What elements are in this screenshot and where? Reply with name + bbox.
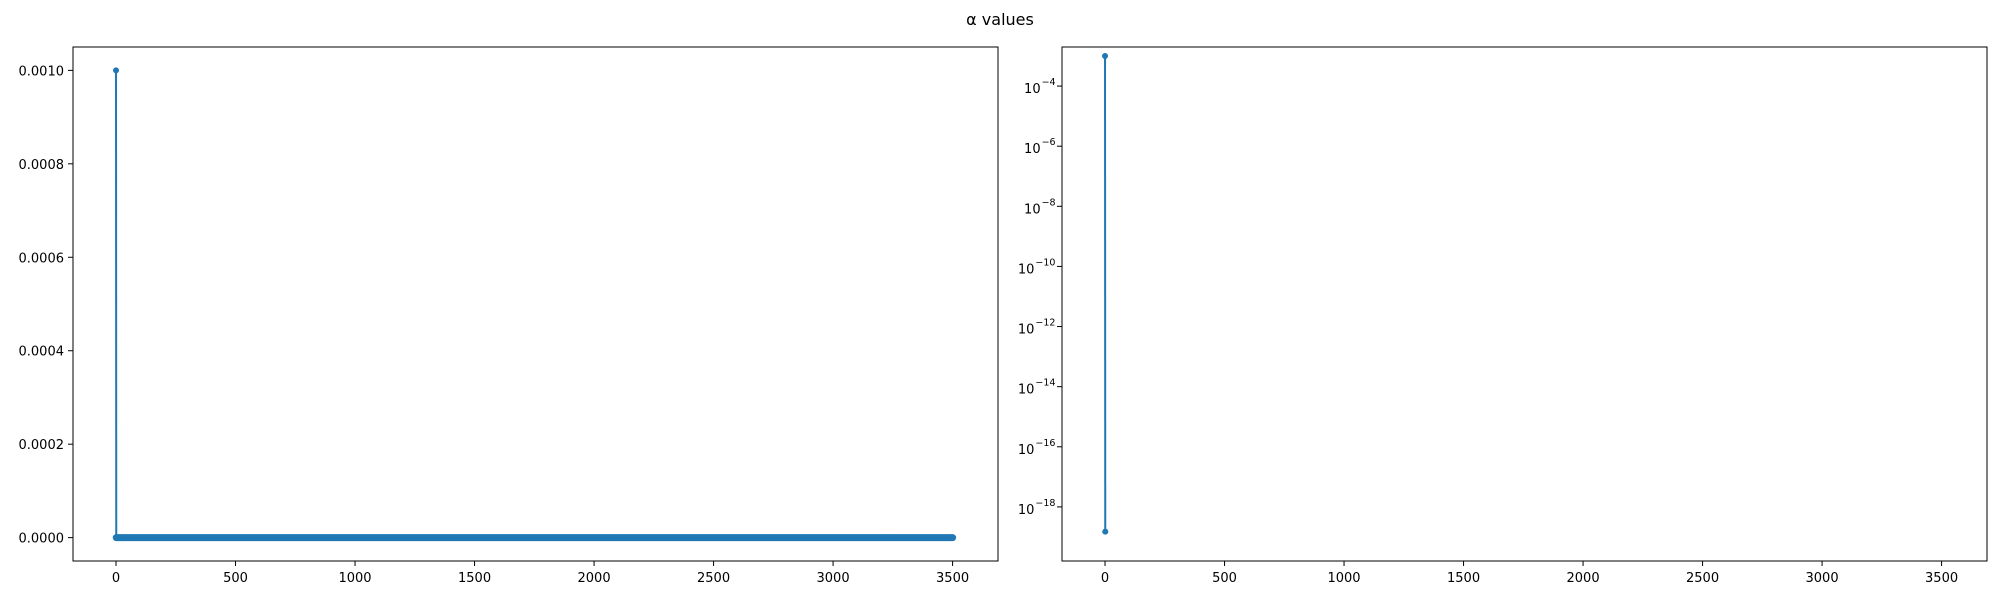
- y-tick-label: 10: [1018, 383, 1035, 398]
- axes-frame: [72, 46, 999, 562]
- figure-title: α values: [966, 10, 1034, 29]
- x-tick-label: 2500: [1686, 571, 1719, 586]
- x-tick-label: 2500: [697, 571, 730, 586]
- x-tick-label: 0: [1101, 571, 1109, 586]
- y-tick-label: 10: [1024, 142, 1041, 157]
- data-point-0: [113, 67, 120, 74]
- x-tick-label: 1500: [1447, 571, 1480, 586]
- y-tick-label: 10: [1024, 202, 1041, 217]
- y-tick-label: 10: [1024, 82, 1041, 97]
- y-tick-label: 10: [1018, 443, 1035, 458]
- y-tick-exponent: −16: [1035, 438, 1055, 449]
- axes-frame: [1061, 46, 1988, 562]
- x-tick-label: 1500: [458, 571, 491, 586]
- x-tick-label: 2000: [1567, 571, 1600, 586]
- x-tick-label: 1000: [338, 571, 371, 586]
- y-tick-exponent: −10: [1035, 257, 1055, 268]
- x-tick-label: 3500: [936, 571, 969, 586]
- y-tick-label: 10: [1018, 323, 1035, 338]
- data-point-0: [1102, 53, 1109, 60]
- x-tick-label: 2000: [578, 571, 611, 586]
- y-tick-label: 0.0008: [19, 158, 65, 173]
- plot-log: 0 500 1000 1500 2000 2500 3000 350010−410−610−8…: [1018, 46, 1988, 586]
- y-tick-label: 0.0002: [19, 438, 65, 453]
- y-tick-exponent: −14: [1035, 378, 1055, 389]
- x-tick-label: 3500: [1925, 571, 1958, 586]
- series-1-0: [1102, 53, 1109, 535]
- x-tick-label: 0: [112, 571, 120, 586]
- y-axis: 0.0000 0.0002 0.0004 0.0006 0.0008 0.0010: [19, 64, 73, 547]
- y-tick-label: 0.0010: [19, 64, 65, 79]
- y-tick-label: 0.0006: [19, 251, 65, 266]
- x-tick-label: 500: [223, 571, 248, 586]
- y-tick-exponent: −4: [1042, 77, 1056, 88]
- x-tick-label: 500: [1212, 571, 1237, 586]
- x-axis: 0 500 1000 1500 2000 2500 3000 3500: [1101, 561, 1958, 586]
- y-tick-exponent: −8: [1042, 197, 1056, 208]
- data-point-1: [1102, 528, 1109, 535]
- x-tick-label: 1000: [1327, 571, 1360, 586]
- plot-linear: 0 500 1000 1500 2000 2500 3000 3500 0.0000 0.0002…: [19, 46, 999, 586]
- y-tick-label: 0.0004: [19, 345, 65, 360]
- series-0-0: [112, 67, 957, 542]
- y-tick-label: 10: [1018, 262, 1035, 277]
- y-tick-exponent: −18: [1035, 498, 1055, 509]
- y-tick-exponent: −12: [1035, 318, 1055, 329]
- y-tick-exponent: −6: [1042, 137, 1056, 148]
- y-tick-label: 0.0000: [19, 532, 65, 547]
- x-tick-label: 3000: [1806, 571, 1839, 586]
- x-axis: 0 500 1000 1500 2000 2500 3000 3500: [112, 561, 969, 586]
- y-tick-label: 10: [1018, 503, 1035, 518]
- x-tick-label: 3000: [817, 571, 850, 586]
